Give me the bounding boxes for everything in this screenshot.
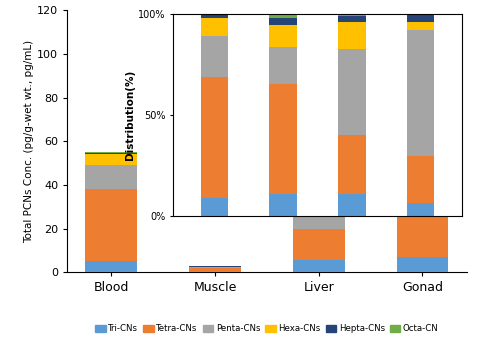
Bar <box>269 194 296 216</box>
Bar <box>292 229 344 260</box>
Bar <box>85 154 137 165</box>
Bar <box>269 47 296 84</box>
Bar <box>292 169 344 183</box>
Bar <box>200 14 228 15</box>
Bar <box>406 30 433 156</box>
Bar <box>269 25 296 47</box>
Bar <box>85 165 137 189</box>
Bar <box>85 152 137 153</box>
Bar <box>269 14 296 18</box>
Bar <box>396 49 447 59</box>
Bar <box>406 22 433 30</box>
Bar <box>292 165 344 169</box>
Bar <box>337 194 365 216</box>
Legend: Tri-CNs, Tetra-CNs, Penta-CNs, Hexa-CNs, Hepta-CNs, Octa-CN: Tri-CNs, Tetra-CNs, Penta-CNs, Hexa-CNs,… <box>92 321 441 337</box>
Bar <box>200 198 228 216</box>
Bar <box>269 84 296 194</box>
Bar <box>269 18 296 25</box>
Bar <box>85 153 137 154</box>
Bar <box>337 135 365 194</box>
Bar <box>337 22 365 49</box>
Bar <box>292 183 344 229</box>
Bar <box>337 49 365 135</box>
Bar <box>337 16 365 22</box>
Bar <box>396 58 447 202</box>
Bar <box>396 257 447 272</box>
Y-axis label: Total PCNs Conc. (pg/g-wet wt., pg/mL): Total PCNs Conc. (pg/g-wet wt., pg/mL) <box>24 40 35 243</box>
Bar <box>200 18 228 36</box>
Bar <box>292 164 344 165</box>
Bar <box>189 267 240 268</box>
Bar <box>189 268 240 272</box>
Bar <box>200 36 228 76</box>
Bar <box>85 189 137 261</box>
Bar <box>396 202 447 257</box>
Bar <box>337 14 365 16</box>
Bar <box>406 15 433 22</box>
Bar <box>200 15 228 18</box>
Bar <box>406 156 433 203</box>
Bar <box>85 261 137 272</box>
Bar <box>406 14 433 15</box>
Bar <box>396 41 447 49</box>
Y-axis label: Distribution(%): Distribution(%) <box>125 70 135 160</box>
Bar <box>406 203 433 216</box>
Bar <box>292 260 344 272</box>
Bar <box>200 76 228 198</box>
Bar <box>396 40 447 41</box>
